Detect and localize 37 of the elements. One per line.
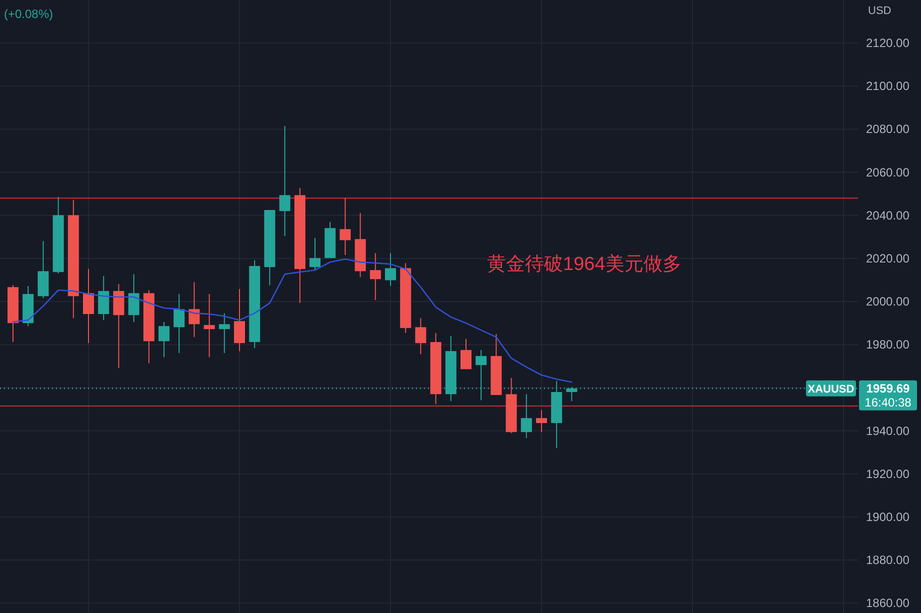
y-tick-label: 1880.00: [866, 553, 910, 568]
y-tick-label: 2120.00: [866, 36, 910, 50]
candlestick: [520, 394, 532, 439]
annotation: 黄金待破1964美元做多: [487, 253, 682, 275]
y-tick-label: 2080.00: [866, 122, 910, 136]
candlestick: [204, 294, 215, 358]
annotation: (+0.08%): [4, 7, 54, 21]
y-tick-label: 2060.00: [866, 165, 910, 180]
y-tick-label: 2040.00: [866, 208, 910, 222]
y-tick-label: 1900.00: [866, 510, 910, 524]
candlestick: [370, 252, 381, 301]
y-tick-label: 1940.00: [866, 424, 910, 438]
candlestick: [174, 294, 185, 354]
text: 1959.69: [866, 381, 910, 396]
candlestick: [415, 318, 426, 355]
candlestick: [83, 268, 94, 344]
candlestick: [128, 274, 140, 323]
candlestick: [310, 238, 320, 271]
candlestick: [279, 126, 290, 237]
y-axis-title: USD: [868, 5, 892, 17]
candlestick: [340, 198, 351, 256]
candlestick: [385, 252, 396, 287]
y-tick-label: 1980.00: [866, 338, 910, 352]
candlestick: [460, 338, 472, 370]
ref-line-label: XAUUSD: [808, 383, 854, 396]
candlestick: [98, 276, 110, 321]
y-tick-label: 2020.00: [866, 251, 910, 266]
candlestick: [188, 282, 200, 338]
candlestick: [536, 410, 547, 433]
y-tick-label: 1860.00: [866, 596, 910, 610]
y-tick-label: 2100.00: [866, 79, 910, 94]
y-tick-label: 2000.00: [866, 294, 910, 309]
text: 16:40:38: [864, 395, 912, 410]
y-tick-label: 1920.00: [866, 466, 910, 481]
candlestick: [158, 322, 170, 358]
candlestick: [234, 288, 245, 352]
candlestick: [218, 312, 230, 354]
